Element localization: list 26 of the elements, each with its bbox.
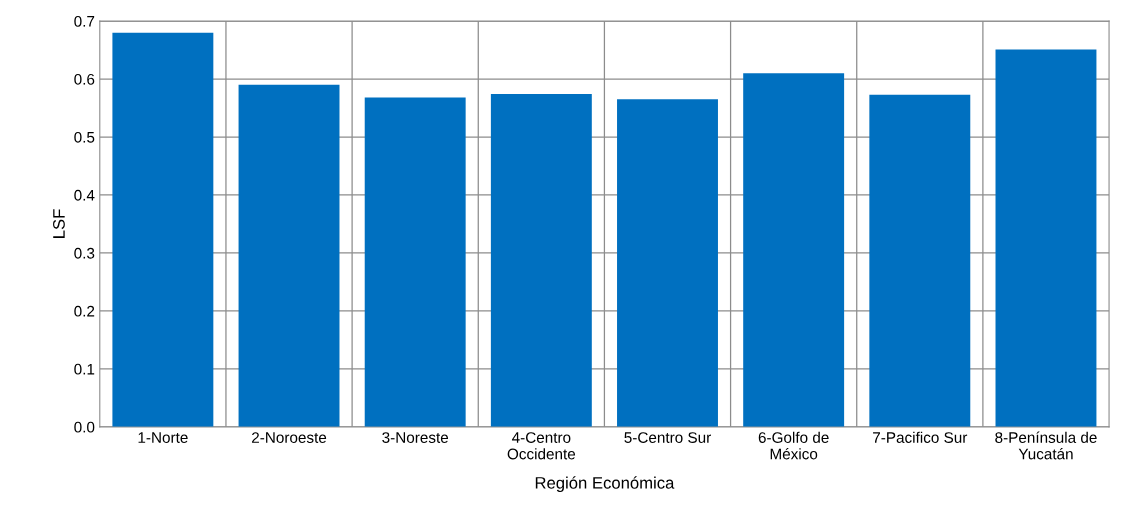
x-tick-label: 3-Noreste bbox=[382, 432, 449, 443]
x-tick-label: 5-Centro Sur bbox=[624, 432, 711, 443]
y-tick-label: 0.7 bbox=[74, 15, 95, 27]
x-tick-label: 4-Centro Occidente bbox=[507, 432, 576, 460]
y-tick-label: 0.5 bbox=[74, 131, 95, 143]
bar bbox=[238, 84, 340, 427]
bar bbox=[490, 94, 592, 427]
x-tick-label: 1-Norte bbox=[138, 432, 188, 443]
y-tick-label: 0.0 bbox=[74, 421, 95, 433]
y-tick-label: 0.3 bbox=[74, 247, 95, 259]
bar bbox=[995, 49, 1097, 427]
x-axis-title: Región Económica bbox=[535, 476, 675, 493]
x-tick-label: 7-Pacifico Sur bbox=[873, 431, 968, 443]
bar bbox=[617, 99, 718, 427]
y-tick-label: 0.6 bbox=[74, 73, 95, 85]
bar bbox=[112, 32, 214, 427]
y-axis-title: LSF bbox=[53, 209, 65, 238]
x-tick-label: 6-Golfo de México bbox=[758, 431, 829, 460]
y-tick-label: 0.2 bbox=[74, 305, 95, 317]
bar bbox=[743, 73, 845, 427]
x-tick-label: 2-Noroeste bbox=[252, 432, 327, 443]
bar bbox=[869, 94, 971, 427]
y-tick-label: 0.1 bbox=[74, 363, 95, 375]
x-tick-label: 8-Península de Yucatán bbox=[995, 431, 1097, 460]
y-tick-label: 0.4 bbox=[74, 189, 95, 201]
bar bbox=[364, 97, 466, 427]
